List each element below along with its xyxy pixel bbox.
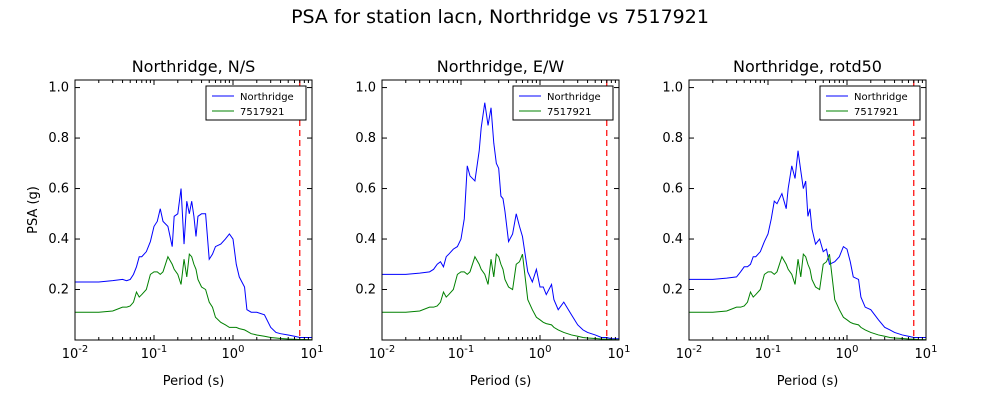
- series-line-Northridge: [75, 188, 312, 338]
- y-tick-label: 0.4: [355, 232, 376, 247]
- legend: Northridge 7517921: [512, 85, 614, 121]
- x-tick-label: 10-2: [62, 344, 89, 362]
- figure-title: PSA for station lacn, Northridge vs 7517…: [291, 6, 709, 28]
- y-tick-label: 0.2: [355, 283, 376, 298]
- x-tick-label: 10-1: [755, 344, 782, 362]
- series-line-7517921: [382, 253, 619, 340]
- x-axis-label: Period (s): [777, 374, 839, 389]
- x-tick-label: 10-1: [448, 344, 475, 362]
- x-tick-label: 10-2: [369, 344, 396, 362]
- x-axis-label: Period (s): [470, 374, 532, 389]
- legend-label: Northridge: [240, 92, 294, 103]
- y-tick-label: 0.4: [662, 232, 683, 247]
- y-tick-label: 1.0: [48, 81, 69, 96]
- legend-box: [819, 85, 921, 121]
- x-tick-label: 100: [222, 344, 245, 362]
- x-tick-label: 10-1: [141, 344, 168, 362]
- y-tick-label: 1.0: [662, 81, 683, 96]
- subplot-2: Northridge, E/W 10-2 10-1 100 101 0.2 0.4 0.6 0.…: [355, 57, 630, 389]
- series-line-7517921: [689, 253, 926, 340]
- legend-label: Northridge: [547, 92, 601, 103]
- legend-box: [205, 85, 307, 121]
- series-line-Northridge: [382, 102, 619, 340]
- x-tick-label: 10-2: [676, 344, 703, 362]
- x-tick-label: 101: [301, 344, 324, 362]
- legend: Northridge 7517921: [819, 85, 921, 121]
- y-tick-label: 0.6: [48, 182, 69, 197]
- y-tick-label: 0.8: [48, 131, 69, 146]
- subplot-1: Northridge, N/S 10-2 10-1 100 101 0.2 0.4 0.6 0.…: [26, 57, 323, 389]
- y-tick-label: 0.6: [662, 182, 683, 197]
- series-line-Northridge: [689, 150, 926, 338]
- y-tick-label: 0.6: [355, 182, 376, 197]
- x-tick-label: 100: [836, 344, 859, 362]
- subplot-title: Northridge, N/S: [132, 57, 256, 76]
- x-tick-label: 101: [915, 344, 938, 362]
- legend-label: Northridge: [854, 92, 908, 103]
- y-tick-label: 0.8: [662, 131, 683, 146]
- legend: Northridge 7517921: [205, 85, 307, 121]
- axes-frame: [688, 79, 927, 341]
- axes-frame: [381, 79, 620, 341]
- y-tick-label: 0.2: [48, 283, 69, 298]
- subplot-title: Northridge, E/W: [437, 57, 565, 76]
- y-axis-label: PSA (g): [26, 186, 41, 234]
- legend-label: 7517921: [240, 107, 285, 118]
- x-tick-label: 100: [529, 344, 552, 362]
- series-line-7517921: [75, 253, 312, 340]
- legend-label: 7517921: [854, 107, 899, 118]
- y-tick-label: 0.2: [662, 283, 683, 298]
- subplot-3: Northridge, rotd50 10-2 10-1 100 101 0.2 0.4 0.…: [662, 57, 937, 389]
- subplot-title: Northridge, rotd50: [733, 57, 882, 76]
- x-axis-label: Period (s): [163, 374, 225, 389]
- axes-frame: [74, 79, 313, 341]
- legend-box: [512, 85, 614, 121]
- y-tick-label: 0.4: [48, 232, 69, 247]
- x-tick-label: 101: [608, 344, 631, 362]
- y-tick-label: 1.0: [355, 81, 376, 96]
- y-tick-label: 0.8: [355, 131, 376, 146]
- legend-label: 7517921: [547, 107, 592, 118]
